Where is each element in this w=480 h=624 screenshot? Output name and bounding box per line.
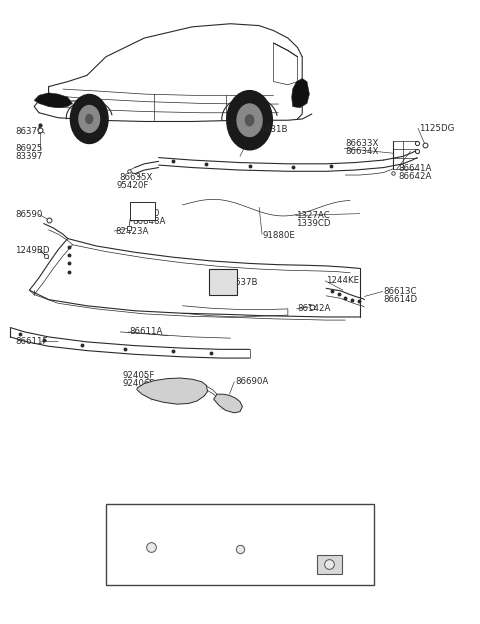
Text: 86593F: 86593F [134, 520, 168, 529]
Text: 95420F: 95420F [116, 181, 148, 190]
Text: 92405F: 92405F [123, 371, 155, 380]
Polygon shape [292, 79, 310, 108]
Text: 86613C: 86613C [384, 287, 417, 296]
Text: 92406F: 92406F [123, 379, 155, 388]
Circle shape [245, 115, 254, 125]
Polygon shape [34, 93, 72, 108]
Text: 1327AC: 1327AC [297, 211, 330, 220]
Text: 86642A: 86642A [398, 172, 432, 182]
Text: 83397: 83397 [15, 152, 42, 162]
Text: 1125DG: 1125DG [420, 124, 455, 133]
Text: 86634X: 86634X [345, 147, 379, 157]
Text: 86590: 86590 [15, 210, 42, 219]
Bar [209, 269, 237, 295]
Text: 1335AA: 1335AA [312, 520, 347, 529]
Text: 86142A: 86142A [298, 305, 331, 313]
Text: 1244KE: 1244KE [326, 276, 359, 285]
Text: 86848A: 86848A [132, 217, 166, 227]
Text: 86611A: 86611A [129, 328, 162, 336]
Circle shape [227, 90, 272, 150]
Text: 86925: 86925 [15, 144, 42, 154]
Text: 86641A: 86641A [398, 164, 432, 173]
Text: 86633X: 86633X [345, 139, 379, 149]
Text: 1249LG: 1249LG [223, 520, 257, 529]
Circle shape [237, 104, 262, 137]
Text: 86611F: 86611F [15, 338, 48, 346]
Text: 86637B: 86637B [225, 278, 258, 287]
Text: 1339CD: 1339CD [297, 219, 331, 228]
Text: 86690A: 86690A [235, 378, 268, 386]
Bar [317, 555, 342, 574]
Bar [130, 202, 155, 220]
Circle shape [71, 94, 108, 144]
Text: 82423A: 82423A [116, 227, 149, 236]
Text: 86635X: 86635X [120, 173, 153, 182]
Text: 86910: 86910 [132, 209, 160, 218]
Polygon shape [214, 394, 242, 413]
Bar [106, 504, 374, 585]
Text: 86379: 86379 [15, 127, 42, 136]
Circle shape [86, 115, 93, 124]
Text: 1249BD: 1249BD [15, 246, 49, 255]
Polygon shape [137, 378, 207, 404]
Text: 86631B: 86631B [254, 125, 288, 134]
Circle shape [79, 105, 99, 132]
Text: 86614D: 86614D [384, 295, 418, 304]
Text: 91880E: 91880E [263, 231, 296, 240]
